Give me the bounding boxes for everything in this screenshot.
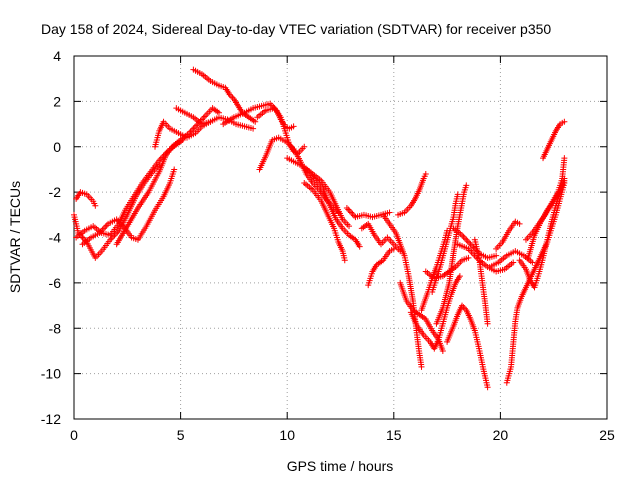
- data-marker-trail: [113, 105, 222, 248]
- y-tick-label: -12: [41, 411, 61, 427]
- series-arc-20: [397, 279, 446, 354]
- y-tick-label: -6: [49, 275, 62, 291]
- chart-title: Day 158 of 2024, Sidereal Day-to-day VTE…: [41, 21, 551, 37]
- series-arc-4: [79, 166, 178, 248]
- y-axis-label: SDTVAR / TECUs: [7, 181, 23, 293]
- series-arc-5: [113, 105, 222, 248]
- x-tick-label: 15: [386, 427, 402, 443]
- data-marker-trail: [79, 166, 178, 248]
- series-arc-15: [343, 205, 393, 221]
- series-arc-26: [444, 302, 491, 391]
- series-arc-24: [429, 191, 461, 295]
- data-marker-trail: [190, 66, 259, 125]
- data-marker-trail: [73, 189, 99, 209]
- series-arc-35: [525, 177, 568, 261]
- series-arc-10: [254, 105, 308, 157]
- y-tick-label: -2: [49, 184, 62, 200]
- series-arc-2: [73, 189, 99, 209]
- data-marker-trail: [301, 180, 348, 264]
- data-marker-trail: [254, 105, 308, 157]
- data-marker-trail: [471, 236, 491, 327]
- data-marker-trail: [422, 254, 472, 282]
- data-marker-trail: [493, 218, 523, 252]
- data-marker-trail: [525, 177, 568, 261]
- series-arc-14: [301, 180, 348, 264]
- y-tick-label: 0: [53, 139, 61, 155]
- data-marker-trail: [365, 245, 397, 289]
- series-arc-8: [190, 66, 259, 125]
- x-tick-label: 20: [493, 427, 509, 443]
- x-tick-label: 25: [599, 427, 615, 443]
- x-axis-label: GPS time / hours: [287, 458, 394, 474]
- data-marker-trail: [444, 302, 491, 391]
- x-tick-label: 0: [70, 427, 78, 443]
- data-marker-trail: [397, 279, 446, 354]
- plot-frame: [73, 55, 608, 420]
- series-arc-19: [395, 170, 429, 218]
- series-arc-36: [540, 118, 568, 162]
- y-tick-label: -4: [49, 230, 62, 246]
- data-marker-trail: [429, 191, 461, 295]
- x-tick-label: 10: [279, 427, 295, 443]
- y-tick-label: -8: [49, 320, 62, 336]
- data-marker-trail: [303, 166, 363, 250]
- x-tick-label: 5: [177, 427, 185, 443]
- y-tick-label: 4: [53, 48, 61, 64]
- series-arc-29: [471, 236, 491, 327]
- data-marker-trail: [540, 118, 568, 162]
- series-arc-23: [422, 254, 472, 282]
- series-arc-21: [407, 273, 463, 352]
- axis-ticks: 0 5 10 15 20 25 -12 -10 -8 -6 -4 -2 0 2 4: [41, 48, 615, 443]
- data-marker-trail: [343, 205, 393, 221]
- series-arc-31: [493, 218, 523, 252]
- series-arc-17: [365, 245, 397, 289]
- data-marker-trail: [486, 248, 536, 270]
- data-marker-trail: [407, 273, 463, 352]
- data-points: [71, 66, 568, 391]
- series-arc-13: [303, 166, 363, 250]
- grid: [74, 56, 607, 419]
- y-tick-label: 2: [53, 93, 61, 109]
- series-arc-16: [358, 220, 404, 255]
- data-marker-trail: [358, 220, 404, 255]
- data-marker-trail: [395, 170, 429, 218]
- series-arc-30: [486, 248, 536, 270]
- y-tick-label: -10: [41, 366, 61, 382]
